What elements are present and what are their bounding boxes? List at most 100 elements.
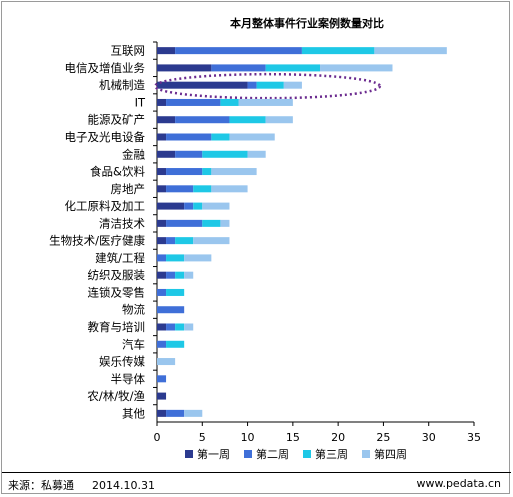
chart-title: 本月整体事件行业案例数量对比 (230, 16, 384, 30)
bar-segment (202, 219, 221, 227)
category-label: 房地产 (111, 182, 146, 196)
bar-segment (166, 185, 194, 193)
bar-segment (166, 98, 221, 106)
legend-swatch (362, 450, 370, 458)
bar-segment (157, 168, 167, 176)
category-label: 半导体 (111, 372, 146, 386)
category-label: 互联网 (111, 44, 146, 58)
legend-label: 第三周 (315, 447, 348, 461)
bar-segment (157, 306, 185, 314)
bar-segment (184, 271, 194, 279)
bar-segment (175, 47, 302, 55)
x-tick-label: 20 (331, 431, 345, 444)
legend-label: 第一周 (197, 447, 230, 461)
category-label: 电信及增值业务 (65, 61, 146, 75)
legend-label: 第四周 (374, 447, 407, 461)
category-label: 能源及矿产 (88, 113, 146, 127)
bar-segment (374, 47, 447, 55)
bar-segment (157, 254, 167, 262)
bar-segment (211, 133, 230, 141)
bar-segment (157, 271, 167, 279)
footer-url: www.pedata.cn (416, 477, 501, 490)
x-tick-label: 5 (199, 431, 206, 444)
bar-segment (166, 168, 203, 176)
category-label: 建筑/工程 (95, 251, 145, 265)
bar-segment (193, 202, 203, 210)
source-date: 2014.10.31 (92, 479, 155, 492)
bar-segment (301, 47, 375, 55)
category-label: 生物技术/医疗健康 (49, 234, 145, 248)
footer-source: 来源：私募通 2014.10.31 (8, 477, 155, 493)
bar-segment (157, 358, 176, 366)
category-label: 金融 (122, 147, 145, 161)
bar-segment (202, 168, 212, 176)
category-label: 其他 (122, 406, 145, 420)
category-label: 食品&饮料 (90, 165, 145, 179)
bar-segment (193, 237, 230, 245)
bar-segment (202, 150, 248, 158)
bar-segment (157, 64, 212, 72)
bar-segment (184, 323, 194, 331)
bar-segment (157, 340, 167, 348)
bar-segment (211, 185, 248, 193)
bar-segment (175, 323, 185, 331)
bar-segment (157, 288, 167, 296)
x-tick-label: 35 (467, 431, 481, 444)
bar-segment (157, 185, 167, 193)
category-label: 娱乐传媒 (99, 355, 145, 369)
bar-segment (247, 150, 266, 158)
x-tick-label: 15 (286, 431, 300, 444)
bar-segment (166, 271, 176, 279)
bar-segment (157, 392, 167, 400)
x-tick-label: 25 (376, 431, 390, 444)
bar-segment (157, 98, 167, 106)
bar-segment (157, 237, 167, 245)
bar-segment (184, 254, 212, 262)
category-label: 机械制造 (99, 78, 145, 92)
bar-segment (166, 254, 185, 262)
chart-legend: 第一周 第二周 第三周 第四周 (185, 447, 407, 461)
bar-segment (157, 375, 167, 383)
bar-segment (265, 116, 293, 124)
bar-segment (157, 116, 176, 124)
bar-segment (229, 133, 275, 141)
bar-segment (283, 81, 302, 89)
bar-segment (175, 237, 194, 245)
bar-segment (157, 47, 176, 55)
bar-segment (157, 219, 167, 227)
bar-segment (184, 409, 203, 417)
legend-swatch (244, 450, 252, 458)
category-label: 连锁及零售 (88, 285, 146, 299)
bar-segment (202, 202, 230, 210)
bar-segment (166, 323, 176, 331)
x-tick-label: 10 (241, 431, 255, 444)
bar-segment (265, 64, 321, 72)
source-text: 来源：私募通 (8, 479, 74, 492)
category-label: 清洁技术 (99, 216, 145, 230)
category-label: 纺织及服装 (88, 268, 146, 282)
bar-segment (211, 64, 266, 72)
bar-segment (157, 150, 176, 158)
bar-segment (238, 98, 293, 106)
category-label: 化工原料及加工 (65, 199, 146, 213)
highlight-ellipse (153, 72, 382, 100)
bar-segment (220, 219, 230, 227)
bar-segment (157, 202, 185, 210)
bar-segment (166, 133, 212, 141)
category-label: IT (135, 95, 146, 109)
bar-segment (220, 98, 239, 106)
category-label: 农/林/牧/渔 (87, 389, 145, 403)
bar-segment (256, 81, 284, 89)
bar-segment (229, 116, 266, 124)
bar-segment (157, 133, 167, 141)
bar-segment (193, 185, 212, 193)
bar-segment (211, 168, 257, 176)
bar-segment (157, 81, 248, 89)
category-label: 电子及光电设备 (65, 130, 146, 144)
legend-swatch (303, 450, 311, 458)
category-label: 物流 (122, 303, 145, 317)
bar-segment (166, 409, 185, 417)
